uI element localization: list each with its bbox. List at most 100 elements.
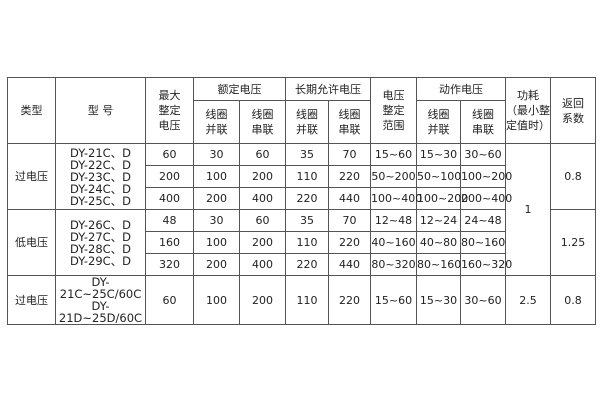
- setting-range: 80~320: [370, 253, 417, 276]
- allowed-parallel: 110: [285, 231, 329, 254]
- header-type: 类型: [7, 77, 56, 144]
- model-name: DY-26C、D: [69, 217, 132, 232]
- header-return: 返回 系数: [550, 77, 596, 144]
- model-cell: DY-21C~25C/60C DY-21D~25D/60C: [55, 275, 146, 325]
- rated-series: 200: [239, 165, 286, 188]
- action-series: 24~48: [460, 209, 506, 232]
- setting-range: 50~200: [370, 165, 417, 188]
- action-parallel: 80~160: [416, 253, 461, 276]
- model-name: DY-22C、D: [69, 157, 132, 172]
- type-cell: 低电压: [7, 209, 56, 276]
- header-series: 线圈 串联: [239, 100, 286, 144]
- allowed-series: 220: [328, 275, 371, 325]
- model-name: DY-23C、D: [69, 169, 132, 184]
- action-parallel: 50~100: [416, 165, 461, 188]
- max-setting-voltage: 400: [145, 187, 194, 210]
- rated-series: 200: [239, 231, 286, 254]
- header-parallel: 线圈 并联: [193, 100, 240, 144]
- allowed-parallel: 35: [285, 209, 329, 232]
- header-series: 线圈 串联: [460, 100, 506, 144]
- action-parallel: 15~30: [416, 143, 461, 166]
- table-row: 160 100 200 110 220 40~160 40~80 80~160: [8, 231, 596, 254]
- allowed-series: 70: [328, 143, 371, 166]
- action-parallel: 100~200: [416, 187, 468, 210]
- allowed-parallel: 220: [285, 187, 329, 210]
- allowed-series: 440: [328, 187, 371, 210]
- return-coefficient-cell: 0.8: [550, 275, 596, 325]
- rated-series: 400: [239, 187, 286, 210]
- allowed-parallel: 220: [285, 253, 329, 276]
- rated-parallel: 200: [193, 253, 240, 276]
- allowed-series: 70: [328, 209, 371, 232]
- action-parallel: 40~80: [416, 231, 461, 254]
- setting-range: 100~400: [370, 187, 422, 210]
- rated-parallel: 100: [193, 165, 240, 188]
- model-name: DY-21C~25C/60C: [59, 275, 142, 301]
- setting-range: 40~160: [370, 231, 417, 254]
- setting-range: 12~48: [370, 209, 417, 232]
- max-setting-voltage: 200: [145, 165, 194, 188]
- allowed-parallel: 35: [285, 143, 329, 166]
- action-series: 160~320: [460, 253, 512, 276]
- rated-parallel: 100: [193, 275, 240, 325]
- action-parallel: 12~24: [416, 209, 461, 232]
- table-row: 低电压 DY-26C、D DY-27C、D DY-28C、D DY-29C、D 48 30 6…: [7, 209, 596, 276]
- model-name: DY-28C、D: [69, 241, 132, 256]
- rated-parallel: 200: [193, 187, 240, 210]
- max-setting-voltage: 48: [145, 209, 194, 232]
- model-name: DY-21C、D: [69, 145, 132, 160]
- table-row: 过电压 DY-21C~25C/60C DY-21D~25D/60C 60 100 200 1…: [7, 275, 596, 325]
- header-allowed: 长期允许电压: [285, 77, 371, 101]
- max-setting-voltage: 160: [145, 231, 194, 254]
- action-series: 100~200: [460, 165, 512, 188]
- model-name: DY-29C、D: [69, 253, 132, 268]
- allowed-series: 220: [328, 165, 371, 188]
- allowed-parallel: 110: [285, 275, 329, 325]
- rated-series: 60: [239, 143, 286, 166]
- header-rated: 额定电压: [193, 77, 286, 101]
- header-parallel: 线圈 并联: [416, 100, 461, 144]
- max-setting-voltage: 60: [145, 275, 194, 325]
- model-cell: DY-26C、D DY-27C、D DY-28C、D DY-29C、D: [55, 209, 146, 276]
- header-power: 功耗 （最小整 定值时）: [505, 77, 551, 144]
- rated-series: 200: [239, 275, 286, 325]
- model-name: DY-27C、D: [69, 229, 132, 244]
- type-cell: 过电压: [7, 143, 56, 210]
- table-row: 400 200 400 220 440 100~400 100~200 200~400: [8, 187, 596, 210]
- action-series: 200~400: [460, 187, 512, 210]
- specification-table: 类型 型 号 最大 整定 电压 额定电压 长期允许电压 电压 整定 范围 动作电压 功耗…: [7, 77, 596, 325]
- rated-parallel: 30: [193, 209, 240, 232]
- rated-series: 400: [239, 253, 286, 276]
- rated-series: 60: [239, 209, 286, 232]
- return-coefficient-cell: 1.25: [550, 209, 596, 276]
- allowed-series: 440: [328, 253, 371, 276]
- action-series: 30~60: [460, 143, 506, 166]
- max-setting-voltage: 60: [145, 143, 194, 166]
- header-model: 型 号: [55, 77, 146, 144]
- return-coefficient-cell: 0.8: [550, 143, 596, 210]
- model-name: DY-21D~25D/60C: [58, 299, 143, 325]
- model-name: DY-24C、D: [69, 181, 132, 196]
- allowed-series: 220: [328, 231, 371, 254]
- power-cell: 1: [505, 143, 551, 276]
- header-range: 电压 整定 范围: [370, 77, 417, 144]
- table-row: 过电压 DY-21C、D DY-22C、D DY-23C、D DY-24C、D DY-25…: [7, 143, 596, 276]
- header-max-setting: 最大 整定 电压: [145, 77, 194, 144]
- action-series: 80~160: [460, 231, 506, 254]
- setting-range: 15~60: [370, 275, 417, 325]
- header-action: 动作电压: [416, 77, 506, 101]
- allowed-parallel: 110: [285, 165, 329, 188]
- model-name: DY-25C、D: [69, 193, 132, 208]
- header-parallel: 线圈 并联: [285, 100, 329, 144]
- header-series: 线圈 串联: [328, 100, 371, 144]
- rated-parallel: 100: [193, 231, 240, 254]
- power-cell: 2.5: [505, 275, 551, 325]
- action-series: 30~60: [460, 275, 506, 325]
- action-parallel: 15~30: [416, 275, 461, 325]
- model-cell: DY-21C、D DY-22C、D DY-23C、D DY-24C、D DY-25C、D: [55, 143, 146, 210]
- rated-parallel: 30: [193, 143, 240, 166]
- type-cell: 过电压: [7, 275, 56, 325]
- max-setting-voltage: 320: [145, 253, 194, 276]
- table-row: 200 100 200 110 220 50~200 50~100 100~200: [8, 165, 596, 188]
- setting-range: 15~60: [370, 143, 417, 166]
